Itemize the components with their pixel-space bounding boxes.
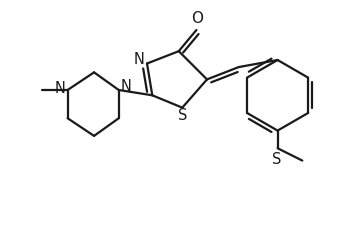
Text: S: S	[178, 108, 188, 123]
Text: N: N	[55, 81, 65, 96]
Text: N: N	[120, 79, 131, 94]
Text: S: S	[272, 152, 281, 167]
Text: N: N	[134, 52, 145, 67]
Text: O: O	[191, 11, 203, 26]
